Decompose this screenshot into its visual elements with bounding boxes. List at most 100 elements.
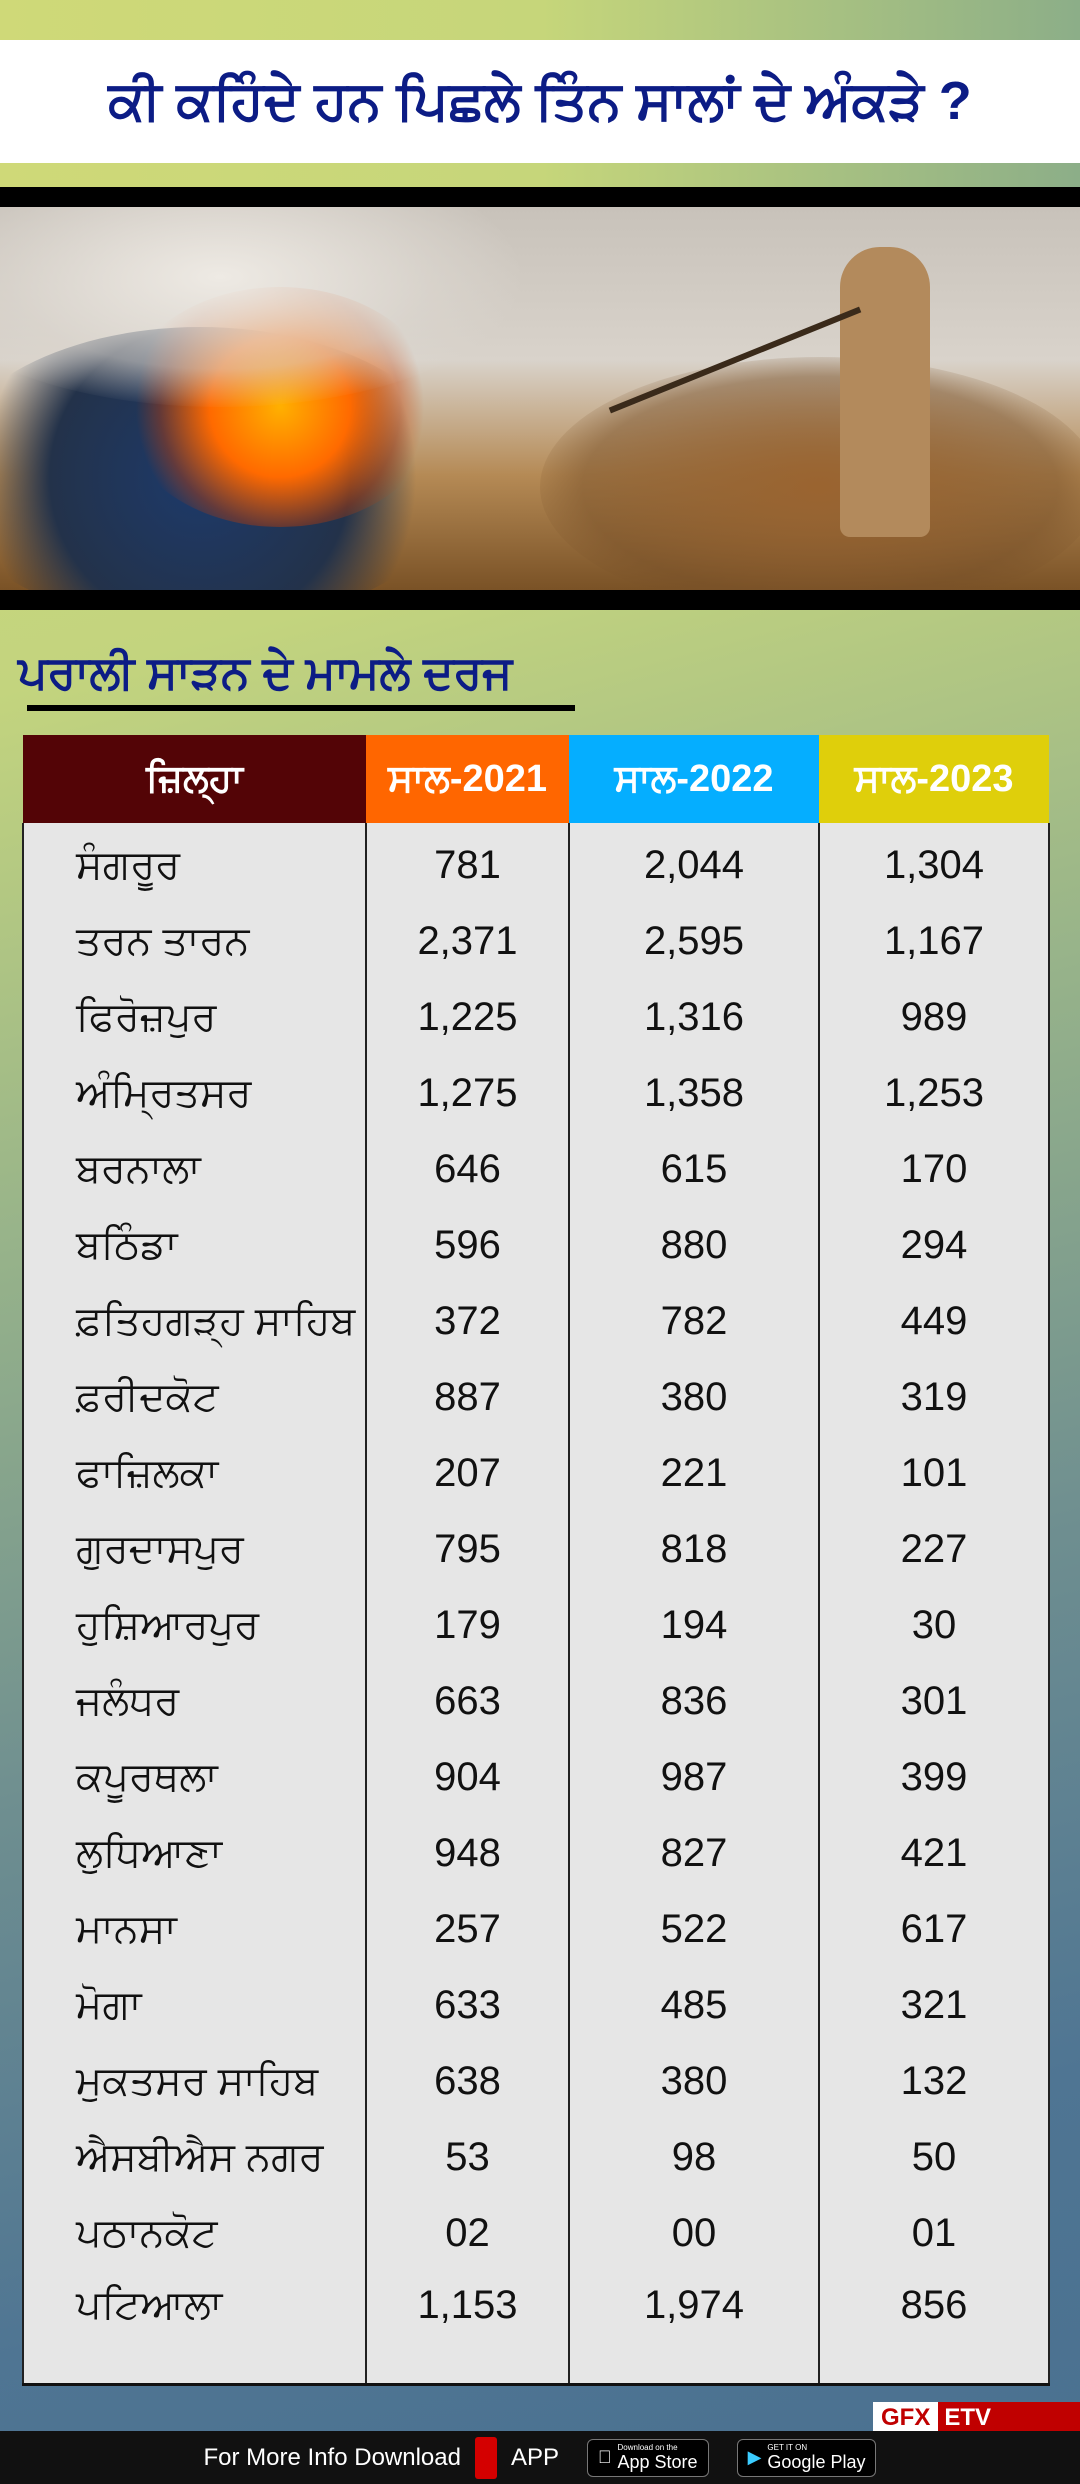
- case-count: 818: [568, 1511, 820, 1587]
- play-icon: ▶: [740, 2447, 762, 2467]
- etv-app-logo[interactable]: [474, 2436, 497, 2479]
- case-count: 615: [568, 1131, 820, 1207]
- brand-label: ETV BHARAT: [938, 2402, 1080, 2463]
- case-count: 399: [818, 1739, 1050, 1815]
- case-count: 1,358: [568, 1055, 820, 1131]
- district-name: ਲੁਧਿਆਣਾ: [22, 1815, 367, 1891]
- page-title: ਕੀ ਕਹਿੰਦੇ ਹਨ ਪਿਛਲੇ ਤਿੰਨ ਸਾਲਾਂ ਦੇ ਅੰਕੜੇ ?: [108, 71, 972, 131]
- table-row: ਮੋਗਾ 633 485 321: [22, 1967, 1050, 2043]
- case-count: 207: [365, 1435, 570, 1511]
- play-label: Google Play: [760, 2451, 865, 2472]
- district-name: ਗੁਰਦਾਸਪੁਰ: [22, 1511, 367, 1587]
- case-count: 781: [365, 823, 570, 903]
- case-count: 948: [365, 1815, 570, 1891]
- district-name: ਹੁਸ਼ਿਆਰਪੁਰ: [22, 1587, 367, 1663]
- case-count: 194: [568, 1587, 820, 1663]
- district-name: ਅੰਮ੍ਰਿਤਸਰ: [22, 1055, 367, 1131]
- subtitle-underline: [27, 705, 575, 711]
- table-row: ਫ਼ਰੀਦਕੋਟ 887 380 319: [22, 1359, 1050, 1435]
- table-row: ਜਲੰਧਰ 663 836 301: [22, 1663, 1050, 1739]
- case-count: 294: [818, 1207, 1050, 1283]
- case-count: 638: [365, 2043, 570, 2119]
- case-count: 795: [365, 1511, 570, 1587]
- case-count: 02: [365, 2195, 570, 2271]
- case-count: 101: [818, 1435, 1050, 1511]
- appstore-label: App Store: [610, 2451, 698, 2472]
- case-count: 221: [568, 1435, 820, 1511]
- case-count: 782: [568, 1283, 820, 1359]
- case-count: 1,974: [568, 2271, 820, 2386]
- case-count: 2,044: [568, 823, 820, 903]
- district-name: ਫ਼ਰੀਦਕੋਟ: [22, 1359, 367, 1435]
- case-count: 53: [365, 2119, 570, 2195]
- stubble-burning-photo: [0, 187, 1080, 610]
- case-count: 30: [818, 1587, 1050, 1663]
- case-count: 522: [568, 1891, 820, 1967]
- table-row: ਲੁਧਿਆਣਾ 948 827 421: [22, 1815, 1050, 1891]
- table-row: ਫਾਜ਼ਿਲਕਾ 207 221 101: [22, 1435, 1050, 1511]
- case-count: 372: [365, 1283, 570, 1359]
- case-count: 1,316: [568, 979, 820, 1055]
- case-count: 596: [365, 1207, 570, 1283]
- district-name: ਬਠਿੰਡਾ: [22, 1207, 367, 1283]
- case-count: 836: [568, 1663, 820, 1739]
- stubble-burning-cases-table: ਜ਼ਿਲ੍ਹਾ ਸਾਲ-2021 ਸਾਲ-2022 ਸਾਲ-2023 ਸੰਗਰੂਰ 78…: [22, 735, 1050, 2386]
- case-count: 449: [818, 1283, 1050, 1359]
- google-play-button[interactable]: ▶ GET IT ON Google Play: [736, 2438, 877, 2477]
- district-name: ਫਾਜ਼ਿਲਕਾ: [22, 1435, 367, 1511]
- case-count: 663: [365, 1663, 570, 1739]
- case-count: 887: [365, 1359, 570, 1435]
- district-name: ਮੋਗਾ: [22, 1967, 367, 2043]
- footer: For More Info Download APP  Download on…: [0, 2431, 1080, 2484]
- district-name: ਫਿਰੋਜ਼ਪੁਰ: [22, 979, 367, 1055]
- table-row: ਸੰਗਰੂਰ 781 2,044 1,304: [22, 823, 1050, 903]
- table-row: ਫ਼ਤਿਹਗੜ੍ਹ ਸਾਹਿਬ 372 782 449: [22, 1283, 1050, 1359]
- district-name: ਤਰਨ ਤਾਰਨ: [22, 903, 367, 979]
- gfx-badge: GFX ETV BHARAT: [873, 2402, 1080, 2463]
- case-count: 321: [818, 1967, 1050, 2043]
- table-row: ਬਰਨਾਲਾ 646 615 170: [22, 1131, 1050, 1207]
- table-row: ਹੁਸ਼ਿਆਰਪੁਰ 179 194 30: [22, 1587, 1050, 1663]
- case-count: 1,253: [818, 1055, 1050, 1131]
- case-count: 617: [818, 1891, 1050, 1967]
- case-count: 904: [365, 1739, 570, 1815]
- table-row: ਮਾਨਸਾ 257 522 617: [22, 1891, 1050, 1967]
- case-count: 1,167: [818, 903, 1050, 979]
- case-count: 170: [818, 1131, 1050, 1207]
- case-count: 856: [818, 2271, 1050, 2386]
- case-count: 1,275: [365, 1055, 570, 1131]
- district-name: ਪਟਿਆਲਾ: [22, 2271, 367, 2386]
- column-header: ਸਾਲ-2023: [819, 735, 1049, 823]
- district-name: ਜਲੰਧਰ: [22, 1663, 367, 1739]
- table-row: ਪਠਾਨਕੋਟ 02 00 01: [22, 2195, 1050, 2271]
- table-row: ਫਿਰੋਜ਼ਪੁਰ 1,225 1,316 989: [22, 979, 1050, 1055]
- district-name: ਬਰਨਾਲਾ: [22, 1131, 367, 1207]
- case-count: 257: [365, 1891, 570, 1967]
- district-name: ਮਾਨਸਾ: [22, 1891, 367, 1967]
- table-row: ਗੁਰਦਾਸਪੁਰ 795 818 227: [22, 1511, 1050, 1587]
- case-count: 1,225: [365, 979, 570, 1055]
- footer-text: For More Info Download: [203, 2443, 461, 2471]
- table-row: ਤਰਨ ਤਾਰਨ 2,371 2,595 1,167: [22, 903, 1050, 979]
- section-subtitle: ਪਰਾਲੀ ਸਾੜਨ ਦੇ ਮਾਮਲੇ ਦਰਜ: [18, 646, 513, 698]
- district-name: ਕਪੂਰਥਲਾ: [22, 1739, 367, 1815]
- table-row: ਅੰਮ੍ਰਿਤਸਰ 1,275 1,358 1,253: [22, 1055, 1050, 1131]
- app-label: APP: [510, 2443, 559, 2471]
- table-row: ਕਪੂਰਥਲਾ 904 987 399: [22, 1739, 1050, 1815]
- case-count: 1,153: [365, 2271, 570, 2386]
- gfx-label: GFX: [873, 2402, 939, 2434]
- case-count: 301: [818, 1663, 1050, 1739]
- district-name: ਫ਼ਤਿਹਗੜ੍ਹ ਸਾਹਿਬ: [22, 1283, 367, 1359]
- table-row: ਪਟਿਆਲਾ 1,153 1,974 856: [22, 2271, 1050, 2386]
- case-count: 987: [568, 1739, 820, 1815]
- column-header: ਜ਼ਿਲ੍ਹਾ: [23, 735, 366, 823]
- case-count: 132: [818, 2043, 1050, 2119]
- district-name: ਮੁਕਤਸਰ ਸਾਹਿਬ: [22, 2043, 367, 2119]
- case-count: 880: [568, 1207, 820, 1283]
- title-bar: ਕੀ ਕਹਿੰਦੇ ਹਨ ਪਿਛਲੇ ਤਿੰਨ ਸਾਲਾਂ ਦੇ ਅੰਕੜੇ ?: [0, 40, 1080, 163]
- apple-icon: : [598, 2447, 612, 2468]
- appstore-small: Download on the: [610, 2442, 678, 2452]
- case-count: 421: [818, 1815, 1050, 1891]
- table-row: ਮੁਕਤਸਰ ਸਾਹਿਬ 638 380 132: [22, 2043, 1050, 2119]
